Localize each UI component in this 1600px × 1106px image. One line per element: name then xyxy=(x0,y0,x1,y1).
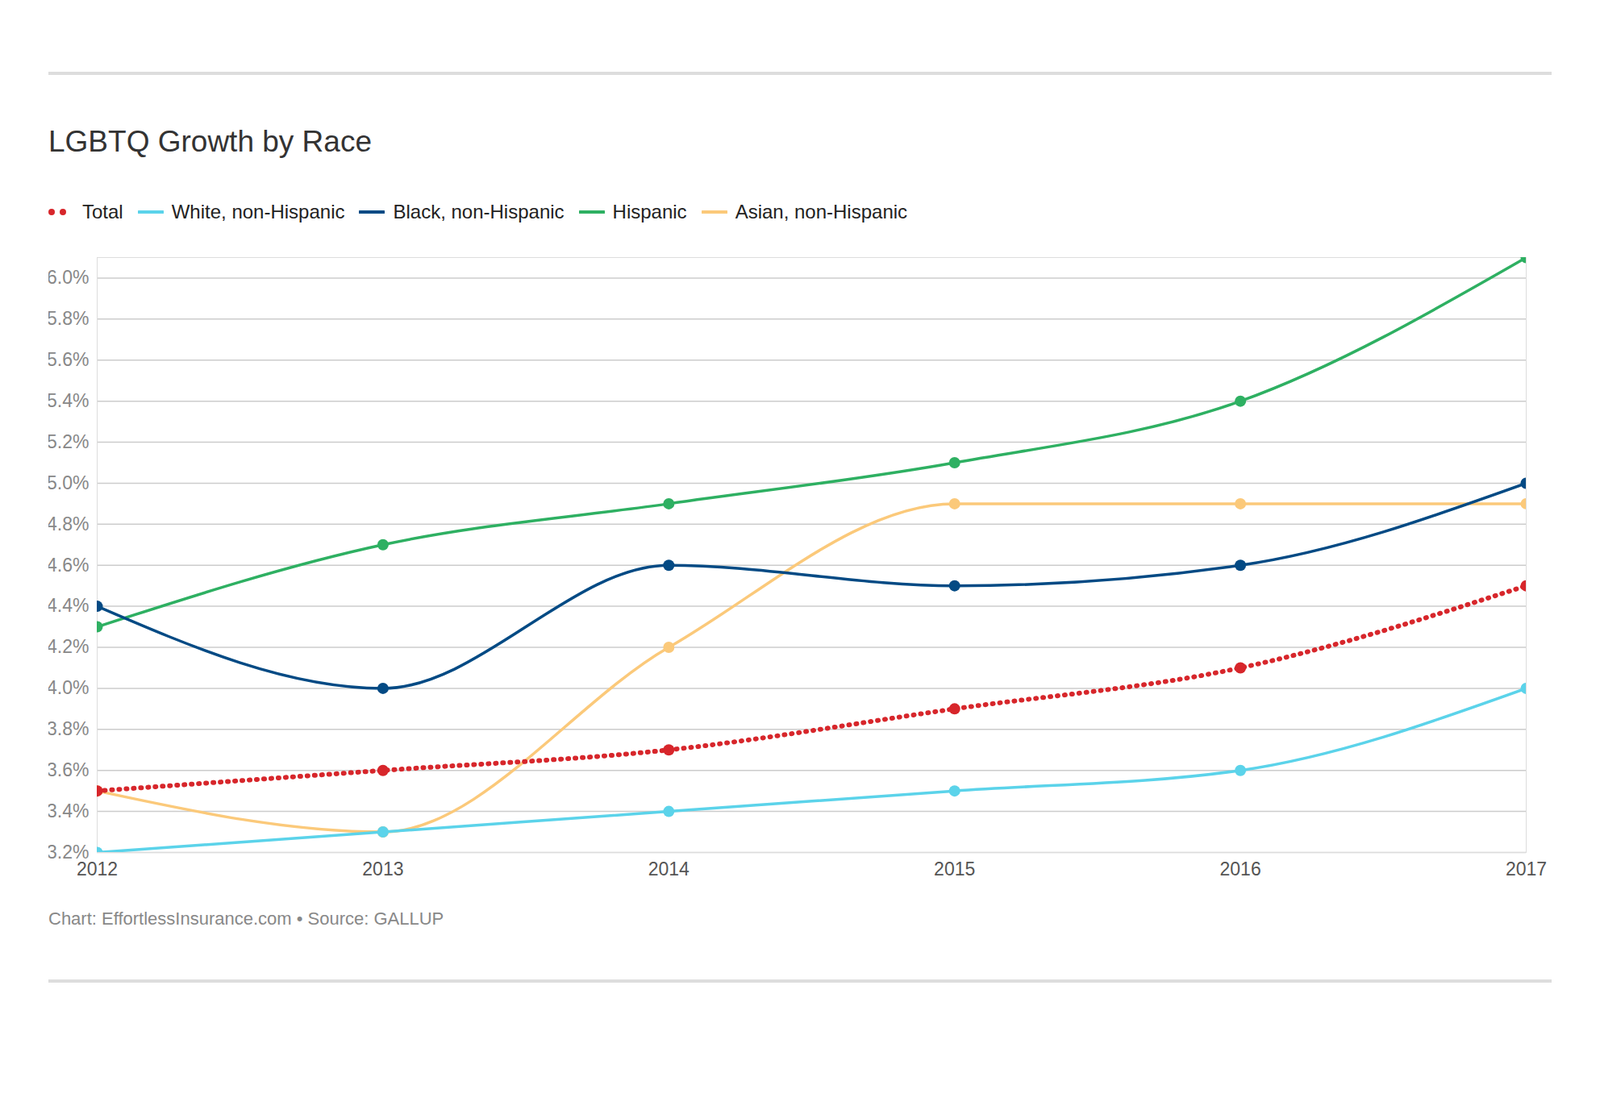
html-text:Hispanic: Hispanic xyxy=(612,200,687,223)
svg-text:5.4%: 5.4% xyxy=(48,390,90,412)
svg-text:5.6%: 5.6% xyxy=(48,349,90,371)
html-text:White, non-Hispanic: White, non-Hispanic xyxy=(171,200,345,223)
svg-text:2014: 2014 xyxy=(648,858,690,880)
svg-text:3.8%: 3.8% xyxy=(48,718,90,740)
html-text:Chart: EffortlessInsurance.com: Chart: EffortlessInsurance.com • Source:… xyxy=(48,908,444,930)
svg-text:2016: 2016 xyxy=(1220,858,1262,880)
svg-text:6.0%: 6.0% xyxy=(48,266,90,288)
svg-text:4.6%: 4.6% xyxy=(48,554,90,576)
svg-text:2012: 2012 xyxy=(76,858,118,880)
svg-text:5.0%: 5.0% xyxy=(48,472,90,494)
svg-text:4.0%: 4.0% xyxy=(48,677,90,699)
svg-text:3.4%: 3.4% xyxy=(48,800,90,822)
svg-text:4.8%: 4.8% xyxy=(48,513,90,535)
html-text:Asian, non-Hispanic: Asian, non-Hispanic xyxy=(735,200,908,223)
svg-text:4.4%: 4.4% xyxy=(48,595,90,617)
html-text:LGBTQ Growth by Race: LGBTQ Growth by Race xyxy=(48,125,372,159)
html-text:Black, non-Hispanic: Black, non-Hispanic xyxy=(393,200,565,223)
html-text:Total: Total xyxy=(82,200,124,223)
svg-text:5.8%: 5.8% xyxy=(48,308,90,330)
svg-text:2017: 2017 xyxy=(1505,858,1547,880)
svg-text:3.6%: 3.6% xyxy=(48,759,90,781)
svg-text:2013: 2013 xyxy=(362,858,404,880)
svg-text:4.2%: 4.2% xyxy=(48,636,90,658)
svg-text:2015: 2015 xyxy=(933,858,975,880)
svg-text:5.2%: 5.2% xyxy=(48,431,90,453)
